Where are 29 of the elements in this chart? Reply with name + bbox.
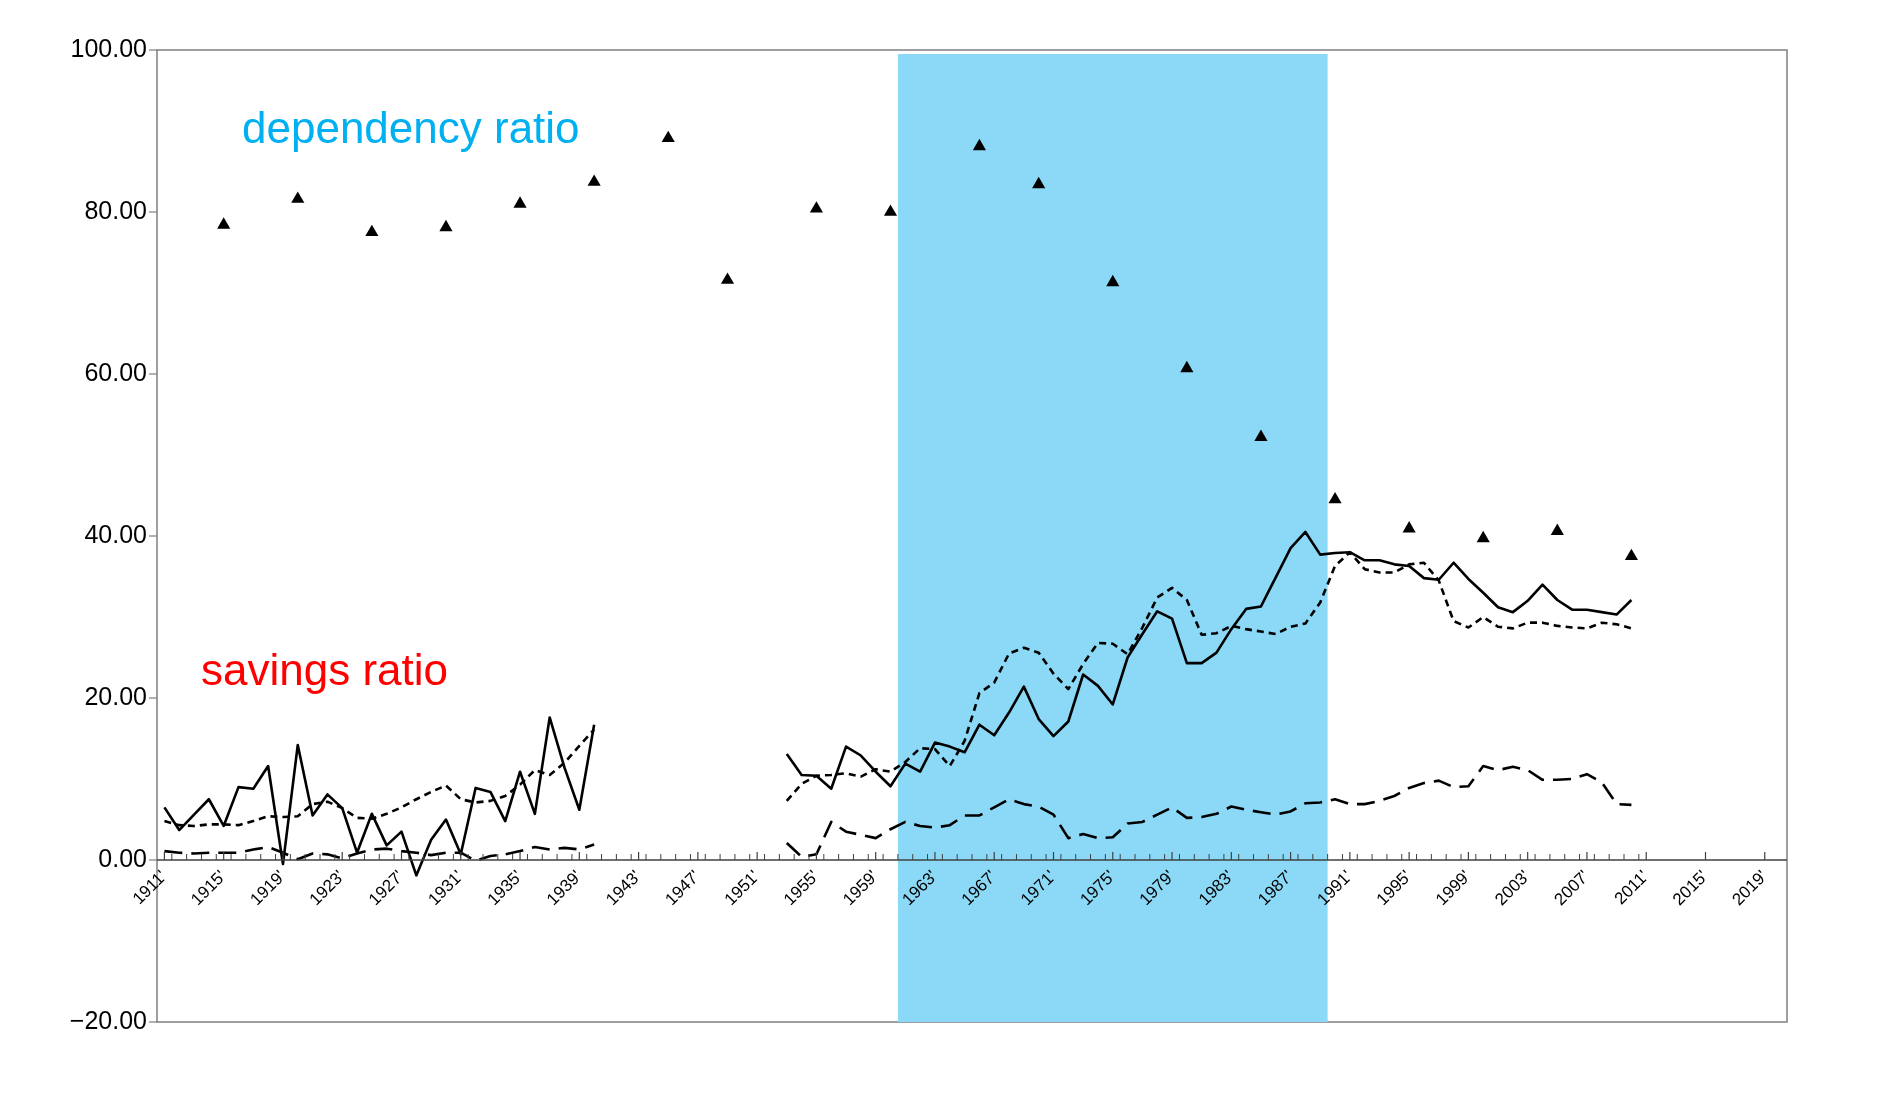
point [1254, 429, 1268, 441]
point [291, 191, 305, 203]
point [1624, 548, 1638, 561]
point [883, 204, 898, 216]
point [661, 130, 675, 143]
point [1476, 530, 1490, 543]
y-tick-label: 40.00 [84, 519, 147, 548]
point [720, 272, 735, 284]
point [972, 138, 986, 151]
point [1328, 491, 1342, 504]
annotation: savings ratio [201, 644, 449, 694]
point [217, 217, 231, 229]
point [1550, 523, 1564, 535]
y-tick-label: −20.00 [69, 1005, 147, 1034]
y-tick-label: 0.00 [98, 843, 147, 872]
point [1180, 360, 1194, 373]
y-tick-label: 100.00 [70, 33, 147, 62]
point [439, 219, 453, 232]
point [809, 201, 823, 213]
point [1032, 176, 1046, 189]
annotation: dependency ratio [242, 102, 580, 152]
point [513, 196, 527, 208]
point [1106, 274, 1120, 287]
y-tick-label: 60.00 [84, 357, 147, 386]
point [365, 224, 379, 237]
y-tick-label: 80.00 [84, 195, 147, 224]
point [1402, 521, 1416, 533]
point [587, 174, 601, 186]
y-tick-label: 20.00 [84, 681, 147, 710]
